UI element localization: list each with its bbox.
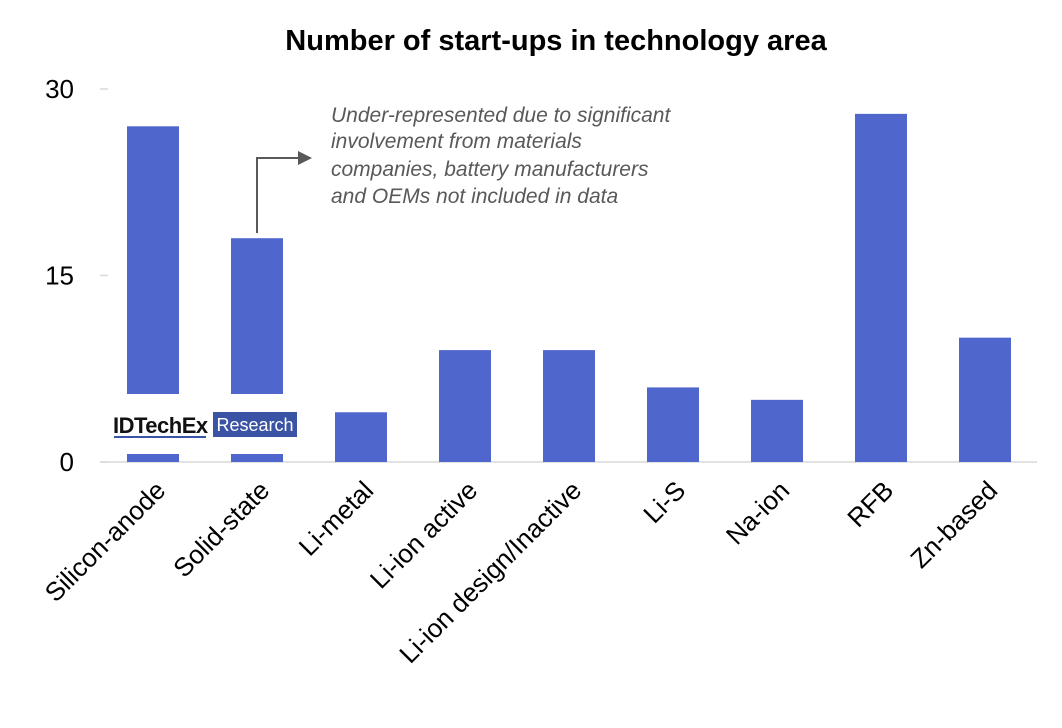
bar-li-ion-design-inactive [543, 350, 595, 462]
x-tick-label: Li-S [637, 475, 691, 529]
x-tick-label: Silicon-anode [39, 475, 172, 608]
bar-li-ion-active [439, 350, 491, 462]
annotation: Under-represented due to significant inv… [256, 104, 671, 233]
logo-brand: IDTechEx [113, 413, 209, 438]
annotation-line-3: companies, battery manufacturers [331, 158, 649, 181]
x-tick-label: Zn-based [904, 475, 1003, 574]
annotation-arrow-head [298, 151, 312, 165]
x-tick-label: Na-ion [720, 475, 795, 550]
annotation-line-2: involvement from materials [331, 130, 582, 153]
y-tick-label: 0 [60, 447, 74, 477]
y-tick-label: 15 [45, 261, 74, 291]
bar-li-metal [335, 412, 387, 462]
chart-title: Number of start-ups in technology area [285, 25, 827, 57]
logo-tag-box [213, 412, 297, 437]
x-tick-label: Solid-state [167, 475, 275, 583]
x-tick-label: RFB [841, 475, 899, 533]
x-tick-label: Li-ion design/Inactive [393, 475, 587, 669]
annotation-arrow-line [256, 157, 300, 233]
annotation-line-1: Under-represented due to significant [331, 104, 671, 127]
bar-li-s [647, 387, 699, 462]
bar-zn-based [959, 337, 1011, 462]
annotation-line-4: and OEMs not included in data [331, 185, 618, 208]
bar-na-ion [751, 399, 803, 462]
x-tick-label: Li-metal [293, 475, 380, 562]
idtechex-logo: IDTechEx Research [108, 394, 302, 454]
bar-rfb [855, 113, 907, 462]
y-tick-label: 30 [45, 74, 74, 104]
logo-tag: Research [216, 415, 293, 435]
